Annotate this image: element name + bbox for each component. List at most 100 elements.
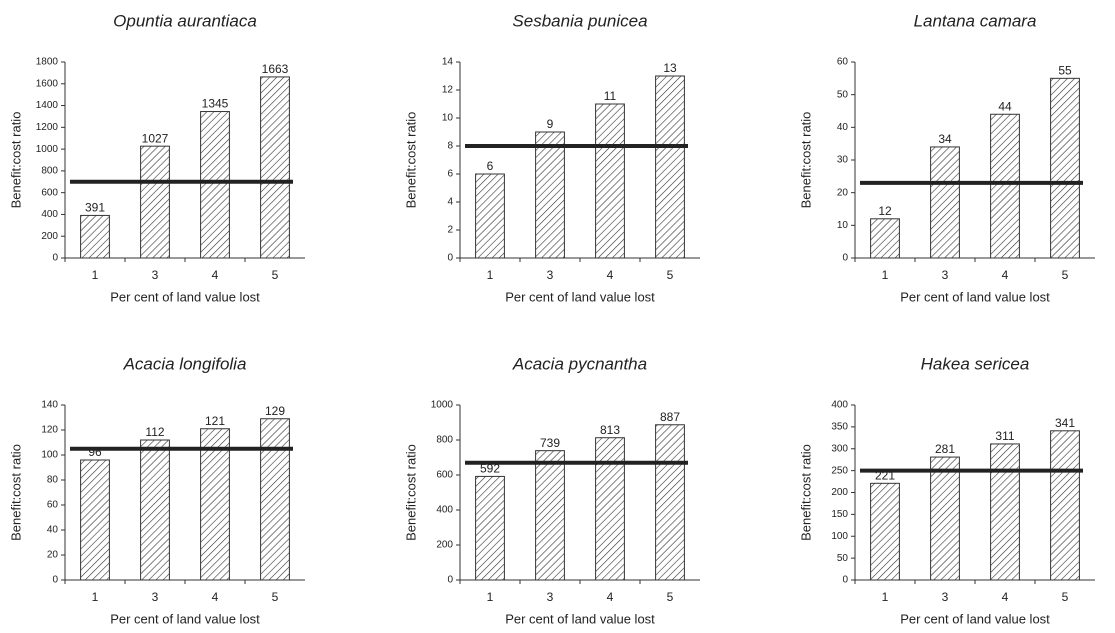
bar bbox=[1050, 430, 1080, 581]
chart-title: Opuntia aurantiaca bbox=[113, 11, 257, 30]
x-tick-label: 5 bbox=[1062, 590, 1069, 604]
x-axis-label: Per cent of land value lost bbox=[505, 611, 655, 626]
y-tick-label: 40 bbox=[47, 525, 59, 536]
bar bbox=[655, 75, 685, 259]
y-tick-label: 200 bbox=[41, 231, 58, 242]
bar bbox=[595, 103, 625, 259]
data-label: 112 bbox=[145, 425, 164, 439]
data-label: 44 bbox=[998, 99, 1012, 113]
y-tick-label: 60 bbox=[47, 500, 59, 511]
y-tick-label: 0 bbox=[52, 253, 58, 264]
y-tick-label: 600 bbox=[41, 187, 58, 198]
y-tick-label: 1600 bbox=[36, 78, 59, 89]
bar bbox=[475, 475, 505, 581]
bar bbox=[200, 111, 230, 259]
chart-title: Hakea sericea bbox=[921, 354, 1030, 373]
x-axis-label: Per cent of land value lost bbox=[505, 289, 655, 304]
data-label: 1663 bbox=[262, 62, 289, 76]
y-tick-label: 50 bbox=[837, 89, 849, 100]
x-axis-label: Per cent of land value lost bbox=[110, 289, 260, 304]
x-tick-label: 3 bbox=[942, 590, 949, 604]
y-tick-label: 50 bbox=[837, 553, 849, 564]
data-label: 887 bbox=[660, 410, 680, 424]
data-label: 391 bbox=[85, 201, 105, 215]
data-label: 341 bbox=[1055, 416, 1075, 430]
x-tick-label: 4 bbox=[212, 268, 219, 282]
x-tick-label: 3 bbox=[152, 268, 159, 282]
x-tick-label: 1 bbox=[882, 590, 889, 604]
bar bbox=[260, 418, 290, 581]
data-label: 1027 bbox=[142, 131, 169, 145]
y-axis-label: Benefit:cost ratio bbox=[798, 444, 813, 541]
bar bbox=[535, 450, 565, 581]
bar bbox=[595, 437, 625, 581]
data-label: 739 bbox=[540, 436, 560, 450]
x-tick-label: 5 bbox=[272, 268, 279, 282]
x-tick-label: 5 bbox=[272, 590, 279, 604]
y-tick-label: 20 bbox=[837, 187, 849, 198]
x-tick-label: 1 bbox=[92, 268, 99, 282]
y-tick-label: 0 bbox=[842, 253, 848, 264]
y-tick-label: 8 bbox=[447, 141, 453, 152]
y-tick-label: 1400 bbox=[36, 100, 59, 111]
y-tick-label: 800 bbox=[436, 435, 453, 446]
chart-title: Acacia pycnantha bbox=[512, 354, 647, 373]
bar bbox=[140, 439, 170, 581]
x-tick-label: 4 bbox=[607, 268, 614, 282]
bar bbox=[535, 131, 565, 259]
data-label: 129 bbox=[265, 404, 285, 418]
y-tick-label: 120 bbox=[41, 425, 58, 436]
y-tick-label: 200 bbox=[831, 487, 848, 498]
x-tick-label: 4 bbox=[607, 590, 614, 604]
x-tick-label: 5 bbox=[667, 268, 674, 282]
y-tick-label: 0 bbox=[447, 253, 453, 264]
x-tick-label: 4 bbox=[1002, 268, 1009, 282]
y-tick-label: 1000 bbox=[36, 144, 59, 155]
chart-title: Acacia longifolia bbox=[123, 354, 247, 373]
y-tick-label: 2 bbox=[447, 225, 453, 236]
bar bbox=[260, 76, 290, 259]
bar bbox=[200, 428, 230, 581]
bar bbox=[870, 482, 900, 581]
x-tick-label: 3 bbox=[942, 268, 949, 282]
bar bbox=[475, 173, 505, 259]
data-label: 813 bbox=[600, 423, 620, 437]
y-tick-label: 10 bbox=[442, 113, 454, 124]
bar bbox=[870, 218, 900, 259]
y-tick-label: 400 bbox=[436, 505, 453, 516]
bar bbox=[1050, 77, 1080, 259]
data-label: 11 bbox=[604, 89, 617, 103]
y-tick-label: 1800 bbox=[36, 57, 59, 68]
y-tick-label: 20 bbox=[47, 550, 59, 561]
y-tick-label: 0 bbox=[52, 575, 58, 586]
y-tick-label: 1200 bbox=[36, 122, 59, 133]
data-label: 55 bbox=[1058, 64, 1072, 78]
y-tick-label: 800 bbox=[41, 166, 58, 177]
chart-title: Sesbania punicea bbox=[512, 11, 647, 30]
y-axis-label: Benefit:cost ratio bbox=[8, 444, 23, 541]
y-tick-label: 30 bbox=[837, 155, 849, 166]
y-axis-label: Benefit:cost ratio bbox=[403, 444, 418, 541]
bar bbox=[990, 113, 1020, 259]
bar bbox=[655, 424, 685, 581]
y-tick-label: 12 bbox=[442, 85, 454, 96]
data-label: 9 bbox=[547, 117, 554, 131]
y-tick-label: 1000 bbox=[431, 400, 454, 411]
bar bbox=[80, 459, 110, 581]
y-tick-label: 4 bbox=[447, 197, 453, 208]
y-tick-label: 350 bbox=[831, 422, 848, 433]
y-tick-label: 140 bbox=[41, 400, 58, 411]
y-tick-label: 40 bbox=[837, 122, 849, 133]
data-label: 34 bbox=[938, 132, 952, 146]
x-tick-label: 3 bbox=[547, 590, 554, 604]
y-tick-label: 60 bbox=[837, 57, 849, 68]
x-tick-label: 3 bbox=[152, 590, 159, 604]
bar bbox=[930, 456, 960, 581]
data-label: 281 bbox=[935, 442, 955, 456]
data-label: 13 bbox=[663, 61, 677, 75]
y-tick-label: 600 bbox=[436, 470, 453, 481]
bar bbox=[930, 146, 960, 259]
bar bbox=[80, 214, 110, 259]
y-tick-label: 10 bbox=[837, 220, 849, 231]
